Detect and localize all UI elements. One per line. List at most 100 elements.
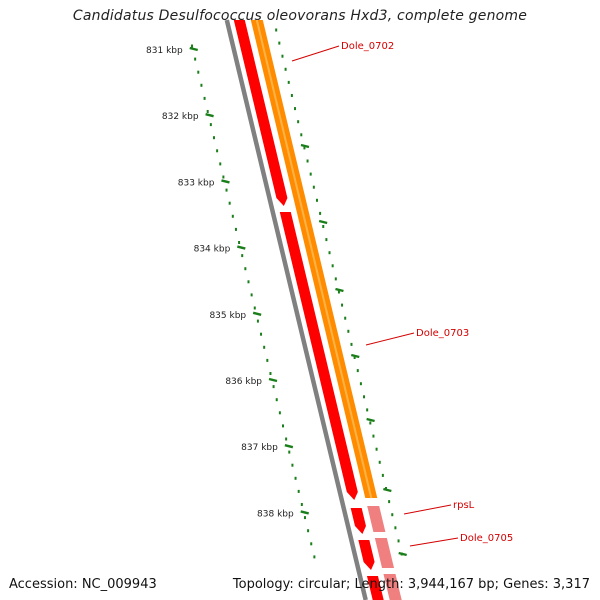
scale-tick-label: 837 kbp — [241, 443, 278, 453]
reverse-cds-block — [366, 576, 384, 600]
forward-cds-highlight — [255, 19, 373, 499]
feature-track-dot — [284, 67, 287, 71]
scale-major-tick — [205, 113, 214, 118]
feature-track-tick — [398, 551, 407, 557]
scale-dot — [269, 372, 272, 375]
feature-track-dot — [281, 54, 284, 58]
scale-dot — [310, 542, 313, 546]
feature-track-dot — [322, 225, 325, 228]
scale-dot — [263, 345, 266, 349]
scale-dot — [288, 450, 291, 454]
feature-track-dot — [328, 251, 331, 255]
scale-dot — [206, 110, 209, 113]
scale-dot — [222, 175, 225, 179]
scale-dot — [303, 516, 306, 520]
genome-title: Candidatus Desulfococcus oleovorans Hxd3… — [72, 8, 528, 24]
feature-track-dot — [303, 146, 306, 150]
feature-track-dot — [309, 172, 312, 176]
gene-leader-line — [291, 45, 340, 62]
reverse-cds-block — [233, 20, 288, 206]
scale-major-tick — [252, 311, 262, 316]
feature-track-dot — [319, 211, 322, 215]
feature-track-tick — [383, 487, 392, 493]
feature-track-dot — [363, 395, 366, 399]
feature-track-tick — [335, 287, 344, 293]
scale-dot — [313, 555, 316, 559]
feature-track-dot — [337, 290, 340, 294]
reverse-cds-block — [279, 212, 358, 500]
scale-dot — [209, 123, 212, 127]
scale-tick-label: 835 kbp — [209, 311, 246, 321]
feature-track-dot — [290, 94, 293, 97]
feature-track-dot — [294, 107, 297, 111]
feature-track-tick — [300, 143, 310, 149]
feature-track-dot — [397, 539, 400, 543]
feature-track-dot — [344, 316, 347, 320]
scale-ruler: 831 kbp 832 kbp 833 kbp 834 kbp 835 kbp 836 k… — [146, 28, 407, 559]
scale-dot — [253, 306, 256, 310]
scale-dot — [272, 385, 275, 389]
feature-track-dot — [325, 238, 328, 242]
scale-dot — [219, 162, 222, 166]
gene-label-dole_0702: Dole_0702 — [341, 41, 394, 52]
scale-major-tick — [189, 46, 199, 52]
scale-dot — [256, 319, 259, 323]
feature-track-tick — [350, 353, 360, 359]
forward-cds-block — [383, 574, 402, 600]
scale-dot — [291, 463, 294, 467]
scale-dot — [194, 57, 197, 61]
gene-leader-line — [365, 332, 415, 346]
genome-summary-text: Topology: circular; Length: 3,944,167 bp… — [232, 577, 590, 592]
gene-label-rpsl: rpsL — [453, 500, 475, 511]
feature-track-dot — [315, 198, 318, 202]
scale-major-tick — [237, 245, 246, 250]
feature-track-tick — [318, 219, 328, 225]
scale-tick-label: 831 kbp — [146, 46, 183, 56]
feature-track-dot — [353, 356, 356, 359]
scale-dot — [212, 136, 215, 140]
scale-dot — [241, 254, 244, 258]
forward-cds-dole-0705 — [374, 538, 395, 568]
scale-dot — [225, 188, 228, 192]
scale-dot — [200, 83, 203, 87]
feature-track-dot — [356, 369, 359, 373]
feature-track-dot — [312, 185, 315, 189]
accession-text: Accession: NC_009943 — [9, 577, 157, 592]
feature-track-dot — [372, 434, 375, 438]
feature-track-dot — [391, 513, 394, 517]
feature-track-dot — [334, 277, 337, 281]
scale-dot — [275, 398, 278, 402]
scale-tick-label: 832 kbp — [162, 112, 199, 122]
feature-track-dot — [381, 473, 384, 477]
feature-track-dot — [394, 526, 397, 530]
scale-dot — [307, 529, 310, 533]
scale-dot — [203, 96, 206, 100]
scale-major-tick — [284, 444, 294, 449]
scale-tick-label: 834 kbp — [194, 245, 231, 255]
scale-dot — [282, 424, 285, 428]
scale-major-tick — [268, 377, 278, 383]
feature-track-dot — [297, 120, 300, 124]
scale-dot — [197, 70, 200, 74]
scale-dot — [244, 267, 247, 271]
scale-dot — [266, 358, 269, 362]
feature-track-tick — [366, 417, 375, 423]
feature-track-dot — [378, 460, 381, 464]
scale-major-tick — [221, 179, 230, 184]
scale-dot — [228, 201, 231, 205]
feature-track-dot — [347, 329, 350, 333]
reverse-cds-block — [350, 508, 366, 534]
reverse-cds-block — [358, 540, 375, 570]
feature-track-dot — [359, 382, 362, 386]
scale-dot — [216, 149, 219, 153]
feature-track-dot — [350, 342, 353, 346]
feature-tracks — [224, 19, 402, 600]
scale-dot — [260, 332, 263, 336]
scale-dot — [285, 437, 288, 441]
scale-major-tick — [300, 510, 310, 515]
scale-dot — [238, 241, 241, 244]
feature-track-dot — [369, 421, 372, 425]
feature-track-dot — [287, 80, 290, 84]
scale-dot — [300, 503, 303, 506]
